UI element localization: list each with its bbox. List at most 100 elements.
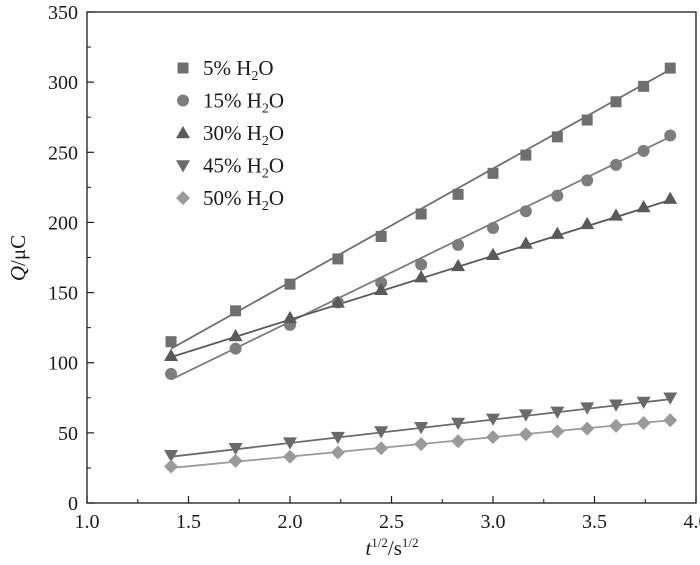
point-45-h2o [663,392,678,405]
x-tick-label: 2.5 [379,511,404,533]
x-tick-label: 3.5 [582,511,607,533]
y-tick-label: 200 [48,212,78,234]
x-tick-label: 3.0 [481,511,506,533]
point-15-h2o [551,189,564,202]
legend-marker-45-h2o [176,160,190,173]
point-45-h2o [580,402,595,415]
point-15-h2o [452,238,465,251]
point-45-h2o [164,450,179,463]
point-30-h2o [164,348,179,361]
legend-marker-50-h2o [176,191,190,205]
point-5-h2o [165,336,177,348]
point-15-h2o [487,222,499,235]
point-50-h2o [580,421,595,436]
x-tick-label: 1.0 [75,511,100,533]
legend-marker-15-h2o [177,94,189,107]
point-30-h2o [283,310,297,324]
y-tick-label: 50 [58,423,78,445]
point-30-h2o [550,226,565,239]
point-50-h2o [164,459,179,474]
y-tick-label: 150 [48,283,78,305]
point-5-h2o [664,62,676,74]
point-50-h2o [374,441,389,456]
point-50-h2o [550,424,565,439]
point-50-h2o [283,449,297,464]
data-markers [164,62,678,474]
x-axis-ticks: 1.0 1.5 2.0 2.5 3.0 3.5 4.0 [75,496,700,533]
point-50-h2o [609,418,624,433]
x-tick-label: 2.0 [278,511,303,533]
legend-marker-30-h2o [176,126,190,139]
point-30-h2o [663,191,678,204]
point-5-h2o [610,96,622,108]
point-50-h2o [663,413,678,428]
point-15-h2o [519,205,532,218]
y-tick-label: 350 [48,2,78,24]
point-45-h2o [330,431,345,445]
point-15-h2o [415,258,428,271]
point-50-h2o [486,430,500,445]
point-5-h2o [284,278,296,290]
point-30-h2o [374,282,389,296]
point-45-h2o [550,406,565,419]
point-45-h2o [486,413,500,426]
point-15-h2o [229,342,242,355]
point-30-h2o [228,329,243,342]
plot-frame [86,11,697,504]
point-5-h2o [520,149,532,161]
point-50-h2o [451,434,466,449]
legend-label-5-h2o: 5% H2O [203,56,274,84]
point-5-h2o [375,230,387,242]
point-5-h2o [638,80,650,92]
legend-label-15-h2o: 15% H2O [203,89,284,117]
point-30-h2o [580,216,595,230]
point-5-h2o [452,188,464,200]
point-50-h2o [518,427,533,442]
y-axis-label: Q/μC [6,235,30,281]
point-50-h2o [228,453,243,468]
point-30-h2o [518,236,533,249]
point-45-h2o [283,437,297,450]
point-5-h2o [487,167,499,179]
x-axis-label: t1/2/s1/2 [365,535,418,560]
point-45-h2o [228,443,243,456]
point-15-h2o [375,276,388,289]
legend-label-30-h2o: 30% H2O [203,121,284,149]
point-5-h2o [551,131,563,143]
legend-marker-5-h2o [177,62,189,74]
x-tick-label: 1.5 [176,511,201,533]
point-45-h2o [636,396,651,409]
point-5-h2o [581,114,593,126]
point-30-h2o [636,199,651,213]
point-5-h2o [230,305,242,317]
point-45-h2o [451,417,466,431]
y-tick-label: 0 [68,493,78,515]
y-axis-ticks: 0 50 100 150 200 250 300 350 [48,2,94,515]
point-5-h2o [332,253,344,265]
point-15-h2o [637,144,650,157]
point-45-h2o [374,426,389,439]
point-5-h2o [415,208,427,220]
point-30-h2o [451,258,466,272]
point-50-h2o [414,437,429,452]
point-30-h2o [609,208,624,221]
point-45-h2o [414,421,429,435]
legend-label-45-h2o: 45% H2O [203,154,284,182]
point-30-h2o [414,270,429,283]
point-45-h2o [609,399,624,412]
legend: 5% H2O 15% H2O 30% H2O 45% H2O 50% H2O [176,56,284,214]
x-tick-label: 4.0 [684,511,700,533]
y-tick-label: 250 [48,142,78,164]
point-50-h2o [636,416,651,431]
legend-label-50-h2o: 50% H2O [203,186,284,214]
y-tick-label: 300 [48,72,78,94]
point-15-h2o [610,158,623,171]
point-45-h2o [518,409,533,422]
point-30-h2o [330,295,345,308]
point-50-h2o [330,445,345,460]
y-tick-label: 100 [48,353,78,375]
point-15-h2o [165,367,178,380]
point-15-h2o [581,174,594,187]
point-15-h2o [664,129,677,142]
